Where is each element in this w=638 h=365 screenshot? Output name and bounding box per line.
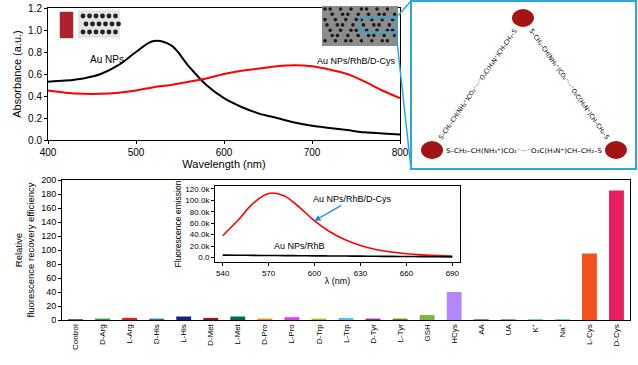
svg-text:D-Pro: D-Pro	[260, 324, 269, 345]
svg-text:60: 60	[46, 273, 56, 283]
svg-text:UA: UA	[504, 324, 513, 336]
svg-text:100: 100	[41, 245, 56, 255]
svg-text:160: 160	[41, 203, 56, 213]
svg-text:540: 540	[216, 269, 230, 278]
svg-text:80.0k: 80.0k	[190, 208, 211, 217]
svg-text:20.0k: 20.0k	[190, 242, 211, 251]
svg-text:80: 80	[46, 259, 56, 269]
svg-text:L-Trp: L-Trp	[342, 324, 351, 343]
svg-text:Relativefluorescence recovery: Relativefluorescence recovery efficiency	[13, 182, 36, 317]
svg-text:120.0k: 120.0k	[185, 185, 210, 194]
svg-text:S–CH₂–CH(NH₃⁺)CO₂⁻···⁻O₂C(H₃N⁺: S–CH₂–CH(NH₃⁺)CO₂⁻···⁻O₂C(H₃N⁺)CH–CH₂–S	[527, 27, 610, 141]
svg-text:0.8: 0.8	[28, 47, 42, 58]
svg-text:Au NPs/RhB/D-Cys: Au NPs/RhB/D-Cys	[317, 56, 396, 66]
svg-text:700: 700	[304, 147, 321, 158]
svg-text:S–CH₂–CH(NH₃⁺)CO₂⁻···⁻O₂C(H₃N⁺: S–CH₂–CH(NH₃⁺)CO₂⁻···⁻O₂C(H₃N⁺)CH–CH₂–S	[446, 147, 602, 155]
svg-text:660: 660	[400, 269, 414, 278]
svg-text:20: 20	[46, 301, 56, 311]
svg-text:D-Trp: D-Trp	[315, 324, 324, 345]
svg-text:500: 500	[128, 147, 145, 158]
svg-text:0.0: 0.0	[198, 253, 210, 262]
svg-text:800: 800	[392, 147, 409, 158]
svg-text:L-Cys: L-Cys	[585, 324, 594, 345]
svg-text:D-Tyr: D-Tyr	[369, 324, 378, 344]
svg-text:0.0: 0.0	[28, 135, 42, 146]
svg-text:Absorbance (a.u.): Absorbance (a.u.)	[11, 30, 23, 117]
svg-text:GSH: GSH	[423, 324, 432, 342]
svg-text:600: 600	[308, 269, 322, 278]
svg-text:λ (nm): λ (nm)	[325, 276, 351, 286]
svg-text:40: 40	[46, 287, 56, 297]
svg-text:0.6: 0.6	[28, 69, 42, 80]
svg-text:1.0: 1.0	[28, 25, 42, 36]
svg-text:L-Pro: L-Pro	[288, 324, 297, 344]
svg-text:120: 120	[41, 231, 56, 241]
svg-text:D-Met: D-Met	[206, 323, 215, 346]
svg-text:AA: AA	[477, 324, 486, 335]
svg-text:D-Cys: D-Cys	[612, 324, 621, 346]
svg-text:L-Tyr: L-Tyr	[396, 324, 405, 343]
svg-text:400: 400	[40, 147, 57, 158]
svg-text:570: 570	[262, 269, 276, 278]
svg-text:Au NPs: Au NPs	[90, 54, 124, 65]
svg-text:0: 0	[51, 315, 56, 325]
svg-text:180: 180	[41, 189, 56, 199]
svg-text:L-His: L-His	[179, 324, 188, 343]
svg-text:40.0k: 40.0k	[190, 230, 211, 239]
svg-text:HCys: HCys	[450, 324, 459, 344]
svg-text:Fluorescence emission: Fluorescence emission	[173, 180, 183, 267]
svg-text:Au NPs/RhB: Au NPs/RhB	[274, 241, 325, 251]
svg-text:140: 140	[41, 217, 56, 227]
svg-text:100.0k: 100.0k	[185, 196, 210, 205]
svg-text:S–CH₂–CH(NH₃⁺)CO₂⁻···⁻O₂C(H₃N⁺: S–CH₂–CH(NH₃⁺)CO₂⁻···⁻O₂C(H₃N⁺)CH–CH₂–S	[437, 28, 519, 141]
svg-text:L-Met: L-Met	[233, 323, 242, 344]
svg-text:Control: Control	[71, 324, 80, 350]
svg-text:L-Arg: L-Arg	[125, 324, 134, 344]
svg-text:K⁺: K⁺	[531, 324, 540, 332]
svg-text:200: 200	[41, 175, 56, 185]
svg-text:0.4: 0.4	[28, 91, 42, 102]
svg-text:600: 600	[216, 147, 233, 158]
svg-text:690: 690	[446, 269, 460, 278]
svg-text:1.2: 1.2	[28, 3, 42, 14]
svg-text:Au NPs/RhB/D-Cys: Au NPs/RhB/D-Cys	[313, 194, 392, 204]
svg-text:D-Arg: D-Arg	[98, 324, 107, 345]
svg-text:630: 630	[354, 269, 368, 278]
svg-text:D-His: D-His	[152, 324, 161, 344]
svg-text:0.2: 0.2	[28, 113, 42, 124]
svg-text:60.0k: 60.0k	[190, 219, 211, 228]
svg-text:Wavelength (nm): Wavelength (nm)	[182, 158, 265, 170]
svg-text:Na⁺: Na⁺	[558, 324, 567, 337]
